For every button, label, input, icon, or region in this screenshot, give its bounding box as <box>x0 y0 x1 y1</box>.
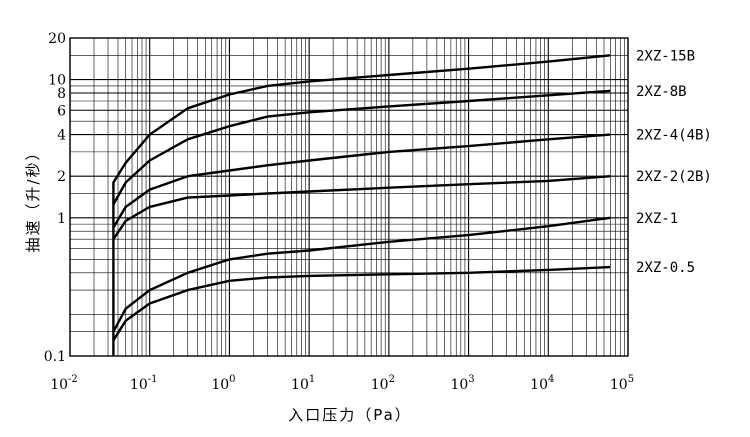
x-axis-title: 入口压力（Pa） <box>288 406 412 424</box>
y-tick-label: 1 <box>57 211 66 227</box>
plot-frame <box>69 37 629 357</box>
y-tick-label: 2 <box>57 169 66 185</box>
series-lines <box>112 54 611 356</box>
series-line-3 <box>112 175 611 240</box>
series-line-5 <box>112 265 611 341</box>
series-label-5: 2XZ-0.5 <box>636 260 695 276</box>
y-tick-label: 6 <box>57 103 66 119</box>
x-tick-label: 105 <box>610 374 634 393</box>
series-line-0 <box>112 54 611 356</box>
y-tick-label: 8 <box>57 86 66 102</box>
x-tick-label: 10-1 <box>130 374 158 393</box>
y-axis-title: 抽速（升/秒） <box>24 143 42 252</box>
y-tick-label: 20 <box>48 31 66 47</box>
series-line-4 <box>112 216 611 333</box>
series-line-2 <box>112 133 611 229</box>
x-tick-label: 104 <box>530 374 554 393</box>
x-tick-label: 102 <box>371 374 395 393</box>
y-tick-label: 4 <box>57 128 66 144</box>
x-tick-label: 10-2 <box>50 374 78 393</box>
series-line-1 <box>112 89 611 205</box>
series-label-1: 2XZ-8B <box>636 84 687 100</box>
y-tick-label: 0.1 <box>44 349 66 365</box>
series-labels: 2XZ-15B 2XZ-8B 2XZ-4(4B) 2XZ-2(2B) 2XZ-1 2XZ-… <box>636 48 712 276</box>
series-label-0: 2XZ-15B <box>636 48 695 64</box>
x-tick-label: 103 <box>450 374 474 393</box>
series-label-3: 2XZ-2(2B) <box>636 169 712 185</box>
x-tick-label: 100 <box>211 374 235 393</box>
series-label-4: 2XZ-1 <box>636 211 678 227</box>
y-tick-label: 10 <box>48 73 66 89</box>
grid <box>69 37 629 357</box>
x-tick-labels: 10-2 10-1 100 101 102 103 104 105 <box>50 374 634 393</box>
series-label-2: 2XZ-4(4B) <box>636 128 712 144</box>
x-tick-label: 101 <box>291 374 315 393</box>
